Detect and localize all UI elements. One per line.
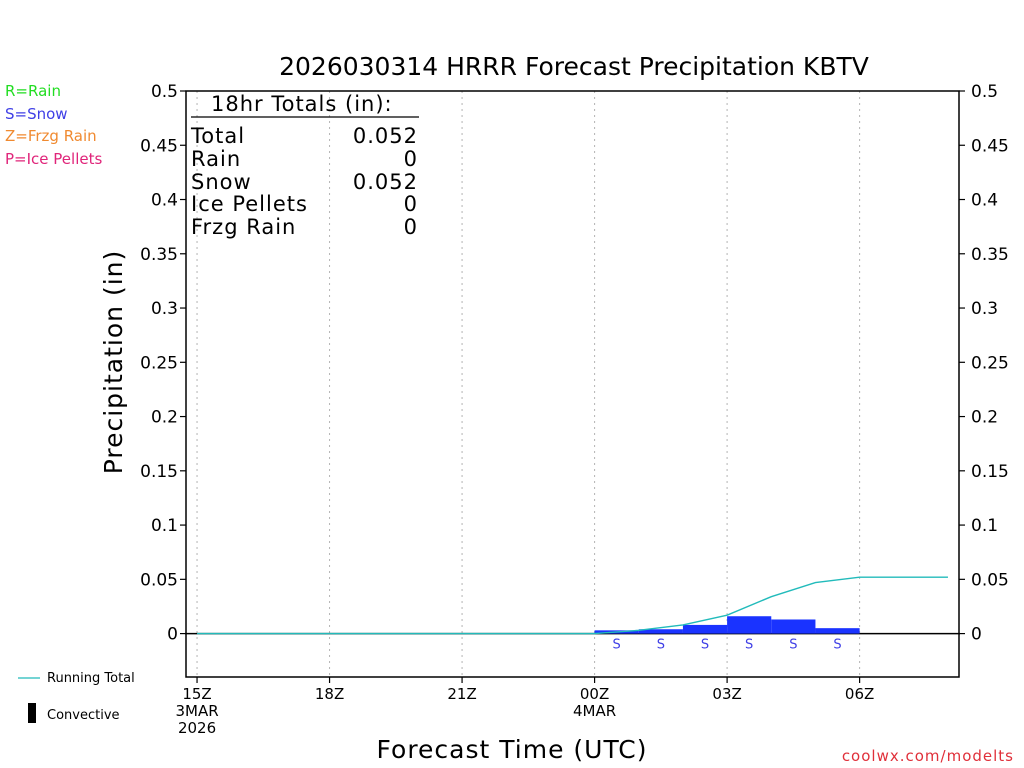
- totals-value-snow: 0.052: [353, 170, 418, 194]
- snow-bar: [815, 628, 860, 634]
- y-axis-left: 0 0.05 0.1 0.15 0.2 0.25 0.3 0.35 0.4 0.45 0.5: [140, 82, 186, 645]
- credit-text: coolwx.com/modelts: [842, 747, 1014, 765]
- totals-value-freezing-rain: 0: [404, 215, 418, 239]
- chart-title: 2026030314 HRRR Forecast Precipitation K…: [279, 52, 869, 81]
- totals-label-ice-pellets: Ice Pellets: [191, 192, 308, 216]
- y-axis-label: Precipitation (in): [99, 250, 128, 475]
- y-tick-label-left: 0.35: [140, 245, 178, 265]
- y-tick-label-left: 0: [167, 625, 178, 645]
- legend-ice-pellets: P=Ice Pellets: [5, 150, 102, 168]
- running-total-line-group: [197, 576, 948, 635]
- totals-label-total: Total: [190, 124, 245, 148]
- running-total-line: [197, 576, 948, 635]
- precip-type-marker: S: [613, 638, 621, 653]
- y-tick-label-left: 0.15: [140, 462, 178, 482]
- y-tick-label-left: 0.05: [140, 570, 178, 590]
- y-axis-right: 0 0.05 0.1 0.15 0.2 0.25 0.3 0.35 0.4 0.45 0.5: [959, 82, 1009, 645]
- y-tick-label-right: 0.4: [971, 191, 998, 211]
- y-tick-label-right: 0.2: [971, 408, 998, 428]
- x-tick-label: 3MAR: [175, 702, 218, 720]
- x-tick-label: 4MAR: [573, 702, 616, 720]
- totals-value-rain: 0: [404, 147, 418, 171]
- legend-snow: S=Snow: [5, 105, 68, 123]
- x-tick-label: 00Z: [580, 685, 609, 703]
- grid-lines: [185, 91, 960, 677]
- totals-label-rain: Rain: [191, 147, 241, 171]
- x-tick-label: 03Z: [712, 685, 741, 703]
- legend-rain: R=Rain: [5, 82, 61, 100]
- x-tick-label: 2026: [178, 719, 216, 737]
- series-legend: Running Total Convective: [18, 671, 135, 723]
- y-tick-label-right: 0.1: [971, 516, 998, 536]
- totals-label-snow: Snow: [191, 170, 252, 194]
- y-tick-label-left: 0.2: [151, 408, 178, 428]
- totals-value-total: 0.052: [353, 124, 418, 148]
- x-tick-label: 18Z: [315, 685, 344, 703]
- y-tick-label-left: 0.4: [151, 191, 178, 211]
- x-tick-label: 21Z: [447, 685, 476, 703]
- precip-type-marker: S: [745, 638, 753, 653]
- convective-legend-swatch: [28, 703, 36, 723]
- y-tick-label-right: 0.15: [971, 462, 1009, 482]
- legend-freezing-rain: Z=Frzg Rain: [5, 127, 97, 145]
- totals-label-freezing-rain: Frzg Rain: [191, 215, 296, 239]
- snow-bar: [727, 616, 772, 634]
- precip-type-legend: R=Rain S=Snow Z=Frzg Rain P=Ice Pellets: [5, 82, 102, 168]
- y-tick-label-left: 0.3: [151, 299, 178, 319]
- totals-box: 18hr Totals (in): Total 0.052 Rain 0 Sno…: [190, 92, 419, 239]
- running-total-legend-label: Running Total: [47, 671, 135, 686]
- y-tick-label-right: 0.25: [971, 353, 1009, 373]
- snow-bar: [682, 624, 728, 634]
- y-tick-label-right: 0.3: [971, 299, 998, 319]
- convective-legend-label: Convective: [47, 708, 120, 723]
- y-tick-label-right: 0.5: [971, 82, 998, 102]
- precip-type-marker: S: [833, 638, 841, 653]
- plot-frame: [185, 90, 960, 678]
- y-tick-label-right: 0.45: [971, 136, 1009, 156]
- y-tick-label-right: 0: [971, 625, 982, 645]
- x-tick-label: 06Z: [845, 685, 874, 703]
- y-tick-label-right: 0.05: [971, 570, 1009, 590]
- snow-bar: [771, 619, 816, 634]
- y-tick-label-left: 0.1: [151, 516, 178, 536]
- snow-bar: [638, 629, 683, 634]
- x-tick-label: 15Z: [182, 685, 211, 703]
- y-tick-label-left: 0.45: [140, 136, 178, 156]
- totals-header: 18hr Totals (in):: [211, 92, 393, 116]
- precip-type-marker: S: [701, 638, 709, 653]
- y-tick-label-left: 0.5: [151, 82, 178, 102]
- precip-type-marker: S: [789, 638, 797, 653]
- precip-type-marker: S: [657, 638, 665, 653]
- y-tick-label-right: 0.35: [971, 245, 1009, 265]
- x-axis-label: Forecast Time (UTC): [377, 735, 648, 764]
- totals-value-ice-pellets: 0: [404, 192, 418, 216]
- y-tick-label-left: 0.25: [140, 353, 178, 373]
